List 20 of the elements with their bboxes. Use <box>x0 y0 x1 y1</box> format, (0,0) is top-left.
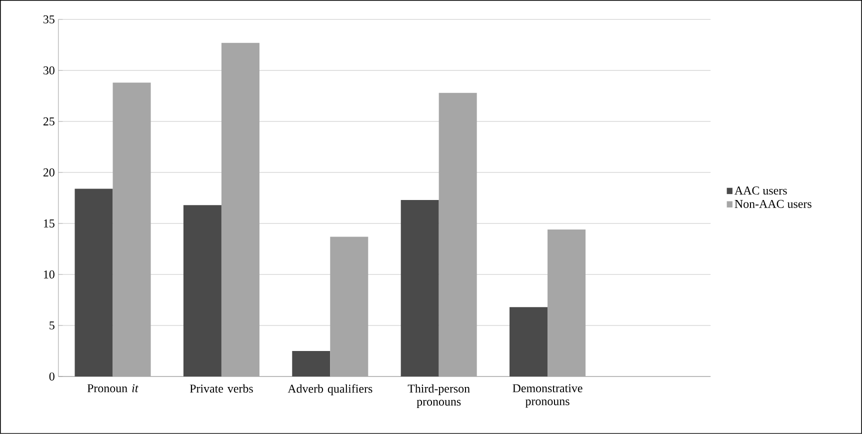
bar <box>183 205 222 377</box>
y-tick-label: 20 <box>43 168 54 176</box>
y-tick-label: 0 <box>49 372 54 381</box>
y-tick-label: 5 <box>50 322 54 330</box>
bar <box>292 351 330 377</box>
y-tick-label: 15 <box>44 219 54 228</box>
bar <box>400 200 439 377</box>
legend-label: Non-AAC users <box>734 200 812 208</box>
y-tick-label: 35 <box>44 15 54 24</box>
bar <box>74 188 113 377</box>
x-tick-label: Demonstrative pronouns <box>512 384 582 408</box>
y-tick-label: 10 <box>44 270 54 279</box>
x-tick-label: Private verbs <box>190 384 253 393</box>
bar <box>510 307 548 377</box>
x-tick-label: Third-person pronouns <box>408 384 470 408</box>
y-tick-label: 25 <box>43 117 54 126</box>
y-tick-label: 30 <box>44 66 54 74</box>
legend-label: AAC users <box>734 186 787 195</box>
x-tick-label: Adverb qualifiers <box>288 384 372 396</box>
x-tick-label: Pronoun it <box>87 384 138 392</box>
